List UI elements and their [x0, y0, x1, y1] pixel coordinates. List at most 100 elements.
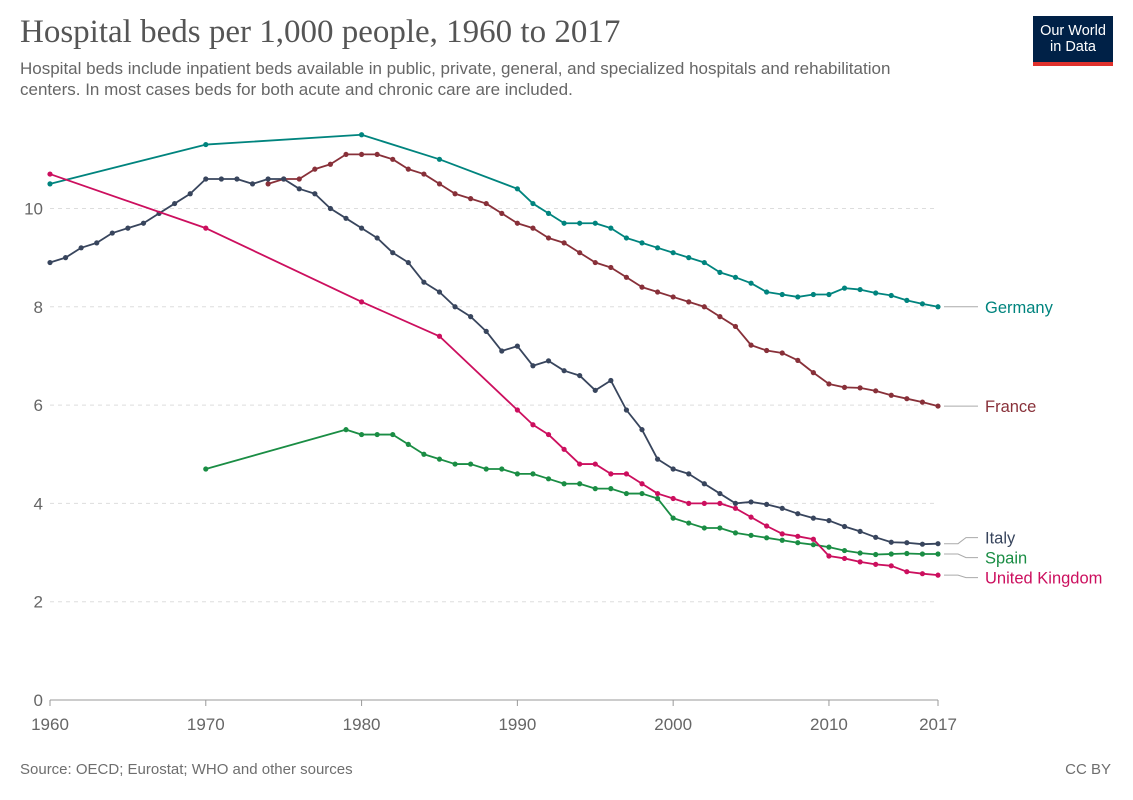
- data-point-germany-2012: [857, 286, 863, 293]
- data-point-france-2005: [748, 342, 754, 348]
- data-point-united-kingdom-1996: [608, 471, 614, 477]
- data-point-spain-1979: [343, 427, 349, 433]
- data-point-germany-1960: [47, 181, 53, 187]
- data-point-spain-2003: [717, 525, 723, 531]
- data-point-germany-1995: [592, 220, 598, 226]
- data-point-france-2006: [764, 347, 770, 354]
- data-point-united-kingdom-1998: [639, 481, 645, 487]
- data-point-italy-2006: [764, 501, 770, 507]
- data-point-france-1990: [514, 220, 520, 226]
- data-point-italy-1986: [452, 304, 458, 310]
- data-point-france-1987: [468, 196, 474, 202]
- data-point-france-1974: [265, 181, 271, 187]
- data-point-united-kingdom-2006: [764, 523, 770, 529]
- owid-logo[interactable]: Our World in Data: [1033, 16, 1113, 66]
- y-tick-label-2: 2: [34, 593, 43, 612]
- data-point-germany-2007: [779, 291, 785, 298]
- data-point-france-1979: [343, 151, 349, 158]
- y-tick-label-6: 6: [34, 396, 43, 415]
- connector-united-kingdom: [944, 574, 978, 579]
- data-point-united-kingdom-2001: [686, 500, 692, 506]
- axis-layer: 0 2 4 6 8 10 1960 1970 1980 1990 2000 2010 2017: [24, 199, 957, 734]
- series-label-italy: Italy: [985, 530, 1016, 548]
- data-point-spain-1987: [468, 461, 474, 467]
- data-point-spain-2002: [701, 525, 707, 531]
- data-point-italy-1960: [47, 259, 53, 266]
- data-point-italy-1997: [623, 407, 630, 413]
- data-point-germany-1993: [561, 220, 567, 226]
- data-point-italy-1972: [234, 176, 240, 182]
- data-point-italy-1978: [327, 205, 334, 212]
- data-point-italy-2013: [873, 534, 879, 540]
- data-point-italy-1975: [281, 176, 287, 182]
- data-point-france-2009: [810, 370, 816, 376]
- data-point-italy-1989: [499, 348, 505, 354]
- data-point-germany-2008: [795, 294, 801, 300]
- data-point-spain-2016: [919, 551, 926, 557]
- data-point-italy-2008: [795, 511, 801, 517]
- data-point-germany-2005: [748, 280, 754, 286]
- data-point-france-2004: [732, 323, 739, 330]
- data-point-france-2000: [670, 294, 676, 300]
- data-point-united-kingdom-1993: [561, 446, 567, 452]
- data-point-france-1981: [374, 151, 380, 158]
- data-point-spain-1997: [623, 490, 630, 497]
- data-point-france-1985: [436, 181, 443, 187]
- data-point-france-2008: [795, 357, 801, 363]
- x-tick-label-1970: 1970: [187, 715, 225, 734]
- y-tick-label-4: 4: [34, 494, 43, 513]
- data-point-spain-2009: [810, 542, 816, 548]
- series-label-united-kingdom: United Kingdom: [985, 570, 1102, 588]
- data-point-italy-2014: [888, 539, 894, 545]
- data-point-italy-1985: [436, 289, 443, 295]
- data-point-spain-2010: [826, 544, 832, 550]
- data-point-united-kingdom-1995: [592, 461, 598, 467]
- data-point-spain-1982: [390, 431, 396, 438]
- connector-italy: [944, 537, 978, 545]
- data-point-germany-1990: [514, 186, 520, 192]
- data-point-italy-1981: [374, 235, 380, 241]
- data-point-united-kingdom-2003: [717, 500, 723, 506]
- chart-subtitle: Hospital beds include inpatient beds ava…: [20, 59, 891, 99]
- data-point-germany-2000: [670, 250, 676, 256]
- data-point-france-1991: [530, 225, 536, 231]
- data-point-italy-1979: [343, 215, 349, 221]
- data-point-spain-1993: [561, 481, 567, 487]
- data-point-united-kingdom-2002: [701, 500, 707, 506]
- data-point-spain-1988: [483, 466, 489, 472]
- data-point-united-kingdom-1997: [623, 471, 630, 477]
- data-point-france-1983: [405, 166, 411, 172]
- data-point-italy-2016: [919, 541, 926, 547]
- data-point-italy-1965: [125, 225, 131, 231]
- data-point-italy-2000: [670, 466, 676, 472]
- data-point-italy-2007: [779, 505, 785, 511]
- data-point-france-1992: [545, 235, 552, 241]
- data-point-united-kingdom-2005: [748, 514, 754, 520]
- data-point-germany-2013: [873, 290, 879, 296]
- logo-line-1: Our World: [1040, 23, 1106, 39]
- data-point-france-2002: [701, 304, 707, 310]
- license-link[interactable]: CC BY: [1065, 761, 1111, 778]
- data-point-france-2003: [717, 314, 723, 320]
- data-point-spain-1991: [530, 471, 536, 477]
- data-point-italy-1980: [358, 225, 365, 231]
- data-point-united-kingdom-1980: [358, 299, 365, 305]
- data-point-spain-1996: [608, 486, 614, 492]
- data-point-germany-1980: [358, 132, 365, 138]
- data-point-italy-1970: [203, 176, 209, 182]
- x-tick-label-1960: 1960: [31, 715, 69, 734]
- data-point-united-kingdom-2017: [935, 572, 941, 578]
- data-point-italy-1963: [94, 240, 100, 246]
- data-point-spain-2006: [764, 535, 770, 541]
- data-point-spain-2013: [873, 551, 879, 558]
- data-point-italy-2017: [935, 541, 941, 547]
- data-point-france-2001: [686, 299, 692, 305]
- x-tick-label-1980: 1980: [343, 715, 381, 734]
- data-point-italy-1969: [187, 191, 193, 197]
- data-point-spain-1994: [577, 481, 583, 487]
- data-point-france-1995: [592, 259, 598, 266]
- data-point-united-kingdom-1970: [203, 225, 209, 231]
- data-point-spain-2000: [670, 515, 676, 521]
- y-tick-label-0: 0: [34, 691, 43, 710]
- data-point-germany-2002: [701, 259, 707, 266]
